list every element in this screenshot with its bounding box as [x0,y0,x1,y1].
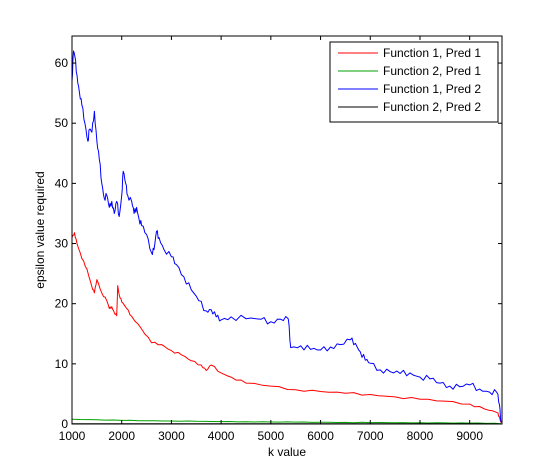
series-line-1 [71,232,502,423]
x-axis-label: k value [268,445,306,459]
y-tick-label: 10 [55,357,69,371]
x-axis: 1000 2000 3000 4000 5000 6000 7000 8000 9000 [59,36,483,443]
y-tick-label: 20 [55,297,69,311]
legend-label-3: Function 1, Pred 2 [383,82,481,96]
legend-label-4: Function 2, Pred 2 [383,100,481,114]
x-tick-label: 4000 [208,429,235,443]
x-tick-label: 6000 [307,429,334,443]
legend-box [329,41,499,123]
x-tick-label: 8000 [407,429,434,443]
y-axis: 0 10 20 30 40 50 60 [55,56,502,431]
x-tick-label: 7000 [357,429,384,443]
y-tick-label: 50 [55,116,69,130]
y-tick-label: 30 [55,237,69,251]
y-axis-label: epsilon value required [33,171,47,288]
y-tick-label: 40 [55,176,69,190]
series-line-2 [71,418,502,425]
plot-frame [71,35,503,425]
x-tick-label: 1000 [59,429,86,443]
legend-label-2: Function 2, Pred 1 [383,64,481,78]
x-tick-label: 2000 [108,429,135,443]
legend: Function 1, Pred 1 Function 2, Pred 1 Func… [329,41,499,123]
y-tick-label: 60 [55,56,69,70]
y-tick-label: 0 [61,417,68,431]
legend-label-1: Function 1, Pred 1 [383,46,481,60]
x-tick-label: 9000 [456,429,483,443]
series-line-3 [71,50,502,423]
x-tick-label: 5000 [257,429,284,443]
x-tick-label: 3000 [158,429,185,443]
